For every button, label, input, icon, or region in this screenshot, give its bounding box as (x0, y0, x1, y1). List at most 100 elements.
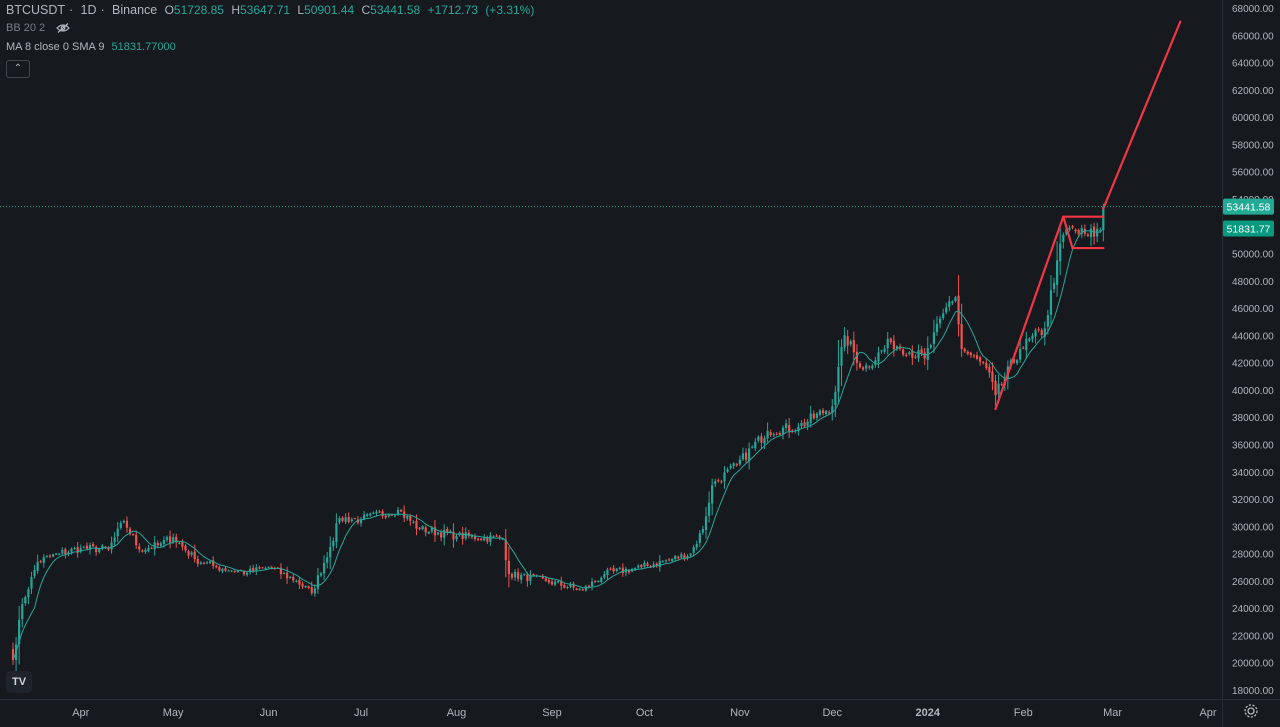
candle (677, 555, 680, 560)
tradingview-logo[interactable]: TV (6, 671, 32, 693)
candle (307, 585, 310, 590)
candle (42, 554, 45, 568)
y-tick-label: 22000.00 (1232, 631, 1274, 642)
candle-body (606, 569, 609, 576)
candle (187, 549, 190, 559)
candle (507, 546, 510, 588)
candle (707, 491, 711, 523)
candle-body (594, 580, 597, 582)
candle (566, 585, 569, 590)
indicator-legend-ma[interactable]: MA 8 close 0 SMA 9 51831.77000 (6, 41, 180, 53)
candle-body (895, 346, 899, 350)
candle (329, 536, 332, 570)
candle-body (942, 313, 945, 318)
candle (165, 535, 169, 543)
candle (821, 408, 825, 416)
candle (147, 544, 150, 553)
candle-body (757, 436, 760, 441)
drawing-projection[interactable] (1102, 20, 1182, 210)
candle (119, 520, 122, 530)
candle-body (473, 536, 477, 540)
y-tick-label: 58000.00 (1232, 140, 1274, 151)
candle-body (760, 436, 763, 443)
candle-body (245, 572, 249, 575)
candle-body (957, 295, 960, 325)
candle-body (132, 534, 135, 536)
candle-body (227, 570, 230, 572)
candle-body (544, 578, 547, 581)
ma-price-tag: 51831.77 (1223, 220, 1274, 237)
candle-body (781, 427, 785, 435)
candle (609, 567, 612, 571)
candle-body (563, 584, 566, 588)
candle-body (313, 588, 316, 594)
candle-body (809, 413, 812, 423)
drawing-trend-line[interactable] (994, 215, 1065, 411)
candle (470, 533, 474, 540)
candle-body (480, 538, 483, 540)
candle-body (393, 515, 397, 517)
candle-body (98, 548, 101, 552)
candle-body (775, 433, 778, 435)
candle-body (766, 430, 769, 439)
eye-off-icon[interactable] (56, 23, 71, 34)
candle-body (1031, 335, 1034, 340)
candle-body (159, 543, 162, 546)
y-tick-label: 40000.00 (1232, 386, 1274, 397)
candle (64, 547, 67, 559)
candle (1071, 224, 1074, 230)
candle (683, 552, 686, 561)
drawing-range-left[interactable] (1062, 215, 1074, 250)
candle (261, 566, 264, 569)
candle-body (1049, 290, 1053, 315)
candle-body (187, 551, 190, 556)
legend-symbol[interactable]: BTCUSDT (6, 3, 66, 17)
candle (332, 537, 335, 551)
candle (91, 542, 95, 548)
candle (168, 530, 172, 549)
collapse-chevron-icon[interactable]: ⌃ (6, 60, 30, 78)
candle (215, 564, 218, 569)
candle (316, 567, 320, 594)
candle (1037, 327, 1040, 333)
candle (664, 559, 668, 563)
candle (886, 331, 889, 355)
candle (686, 554, 689, 561)
candle-body (51, 554, 55, 557)
time-axis[interactable]: Apr May Jun Jul Aug Sep Oct Nov Dec 2024 Feb Mar Apr (72, 707, 1217, 719)
candle-body (911, 350, 914, 358)
candle-body (874, 360, 877, 366)
candle-body (338, 518, 341, 523)
candle-body (917, 350, 920, 359)
candle-body (877, 352, 880, 362)
candle-body (935, 323, 939, 333)
candle (612, 565, 615, 574)
symbol-legend[interactable]: BTCUSDT · 1D · Binance O51728.85 H53647.71… (6, 3, 535, 17)
indicator-legend-bb[interactable]: BB 20 2 (6, 22, 71, 34)
candle-body (603, 574, 606, 578)
candle-body (972, 355, 976, 357)
candle (319, 572, 323, 578)
candle-body (772, 434, 775, 436)
x-tick-label: Jun (260, 707, 278, 719)
legend-interval[interactable]: 1D (80, 3, 97, 17)
candle (855, 344, 859, 371)
candle (972, 353, 976, 359)
candle-body (76, 547, 79, 553)
price-axis[interactable]: 68000.00 66000.00 64000.00 62000.00 60000.00… (1232, 4, 1274, 697)
candle (175, 533, 178, 548)
candle-body (1102, 206, 1105, 230)
candle (914, 354, 917, 359)
candle-body (597, 581, 600, 583)
candle-body (828, 412, 831, 414)
candle-body (1077, 229, 1080, 234)
candle-body (387, 514, 390, 517)
gear-icon[interactable] (1242, 702, 1260, 720)
candle (883, 345, 886, 354)
candle-body (520, 574, 523, 580)
y-tick-label: 66000.00 (1232, 31, 1274, 42)
candle (436, 531, 440, 536)
candle-body (264, 567, 267, 569)
candle (766, 422, 769, 443)
